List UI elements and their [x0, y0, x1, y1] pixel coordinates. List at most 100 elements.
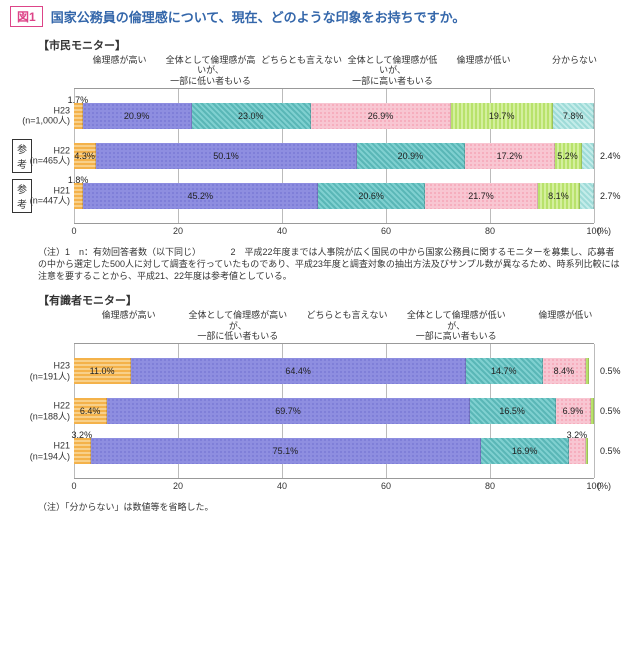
bar-row: H21(n=447人)参考1.8%45.2%20.6%21.7%8.1%2.7%	[74, 183, 594, 209]
bar-segment: 6.9%	[556, 398, 592, 424]
segment-label: 3.2%	[567, 430, 588, 440]
row-label: H22(n=188人)	[10, 401, 74, 422]
bar-segment: 14.7%	[466, 358, 542, 384]
external-label: 0.5%	[600, 446, 621, 456]
figure-label: 図1	[10, 6, 43, 27]
panel-notes: （注）1 n：有効回答者数（以下同じ） 2 平成22年度までは人事院が広く国民の…	[38, 246, 620, 282]
x-tick-label: 60	[381, 226, 391, 236]
external-label: 2.7%	[600, 191, 621, 201]
bar-segment: 50.1%	[96, 143, 356, 169]
segment-label: 6.9%	[563, 406, 584, 416]
segment-label: 17.2%	[497, 151, 523, 161]
bar-segment: 16.9%	[481, 438, 569, 464]
segment-label: 64.4%	[285, 366, 311, 376]
bar-segment: 23.0%	[192, 103, 312, 129]
row-label: H21(n=194人)	[10, 441, 74, 462]
bar-segment: 4.3%	[74, 143, 96, 169]
legend: 倫理感が高い全体として倫理感が高いが、 一部に低い者もいるどちらとも言えない全体…	[74, 310, 620, 341]
bar-segment: 16.5%	[470, 398, 556, 424]
bar-row: H23(n=1,000人)1.7%20.9%23.0%26.9%19.7%7.8…	[74, 103, 594, 129]
segment-label: 7.8%	[563, 111, 584, 121]
external-label: 0.5%	[600, 366, 621, 376]
segment-label: 20.9%	[398, 151, 424, 161]
bar-segment: 20.9%	[357, 143, 466, 169]
x-tick-label: 40	[277, 226, 287, 236]
legend-item: 倫理感が低い	[438, 55, 529, 86]
bar-segment: 3.2%	[569, 438, 586, 464]
segment-label: 19.7%	[489, 111, 515, 121]
panel-notes: （注）「分からない」は数値等を省略した。	[38, 501, 620, 513]
segment-label: 8.4%	[554, 366, 575, 376]
bar-segment: 5.2%	[555, 143, 582, 169]
bar-segment	[586, 438, 589, 464]
segment-label: 5.2%	[557, 151, 578, 161]
plot-area: H23(n=191人)11.0%64.4%14.7%8.4%0.5%H22(n=…	[74, 343, 594, 479]
segment-label: 21.7%	[468, 191, 494, 201]
bar-segment: 1.8%	[74, 183, 83, 209]
bar-segment	[586, 358, 589, 384]
bar-row: H21(n=194人)3.2%75.1%16.9%3.2%0.5%	[74, 438, 594, 464]
panel-title: 【有識者モニター】	[38, 292, 620, 308]
segment-label: 50.1%	[213, 151, 239, 161]
bar-segment: 69.7%	[107, 398, 469, 424]
bar-segment: 64.4%	[131, 358, 466, 384]
segment-label: 69.7%	[275, 406, 301, 416]
bar-segment: 20.6%	[318, 183, 425, 209]
gridline	[594, 89, 595, 223]
segment-label: 20.6%	[358, 191, 384, 201]
bar-row: H22(n=465人)参考4.3%50.1%20.9%17.2%5.2%2.4%	[74, 143, 594, 169]
row-label: H23(n=1,000人)	[10, 106, 74, 127]
segment-label: 16.9%	[512, 446, 538, 456]
x-tick-label: 20	[173, 481, 183, 491]
x-tick-label: 80	[485, 481, 495, 491]
bar-segment: 8.1%	[538, 183, 580, 209]
segment-label: 20.9%	[124, 111, 150, 121]
bar-row: H23(n=191人)11.0%64.4%14.7%8.4%0.5%	[74, 358, 594, 384]
x-tick-label: 60	[381, 481, 391, 491]
bar-segment: 19.7%	[451, 103, 553, 129]
legend-item: どちらとも言えない	[292, 310, 401, 341]
reference-badge: 参考	[12, 179, 32, 213]
plot-area: H23(n=1,000人)1.7%20.9%23.0%26.9%19.7%7.8…	[74, 88, 594, 224]
x-unit: (%)	[597, 226, 611, 236]
figure-header: 図1 国家公務員の倫理感について、現在、どのような印象をお持ちですか。	[10, 6, 620, 27]
segment-label: 11.0%	[90, 366, 115, 376]
segment-label: 23.0%	[238, 111, 264, 121]
x-tick-label: 0	[71, 481, 76, 491]
chart: H23(n=1,000人)1.7%20.9%23.0%26.9%19.7%7.8…	[74, 88, 594, 240]
bar-segment: 75.1%	[91, 438, 482, 464]
chart: H23(n=191人)11.0%64.4%14.7%8.4%0.5%H22(n=…	[74, 343, 594, 495]
x-tick-label: 0	[71, 226, 76, 236]
bar-segment: 6.4%	[74, 398, 107, 424]
row-label: H23(n=191人)	[10, 361, 74, 382]
x-tick-label: 20	[173, 226, 183, 236]
bar-segment: 26.9%	[311, 103, 451, 129]
legend-item: 分からない	[529, 55, 620, 86]
legend: 倫理感が高い全体として倫理感が高いが、 一部に低い者もいるどちらとも言えない全体…	[74, 55, 620, 86]
bar-segment: 45.2%	[83, 183, 318, 209]
external-label: 2.4%	[600, 151, 621, 161]
legend-item: 全体として倫理感が低いが、 一部に高い者もいる	[402, 310, 511, 341]
segment-label: 4.3%	[74, 151, 95, 161]
segment-label: 26.9%	[368, 111, 394, 121]
segment-label: 16.5%	[499, 406, 525, 416]
legend-item: 全体として倫理感が高いが、 一部に低い者もいる	[183, 310, 292, 341]
x-tick-label: 40	[277, 481, 287, 491]
bar-segment: 7.8%	[553, 103, 594, 129]
segment-label: 75.1%	[273, 446, 299, 456]
x-axis: 020406080100(%)	[74, 226, 594, 240]
gridline	[594, 344, 595, 478]
legend-item: どちらとも言えない	[256, 55, 347, 86]
bar-segment: 21.7%	[425, 183, 538, 209]
legend-item: 全体として倫理感が高いが、 一部に低い者もいる	[165, 55, 256, 86]
figure-title: 国家公務員の倫理感について、現在、どのような印象をお持ちですか。	[51, 7, 466, 26]
segment-label: 14.7%	[491, 366, 517, 376]
bar-segment	[582, 143, 594, 169]
reference-badge: 参考	[12, 139, 32, 173]
x-unit: (%)	[597, 481, 611, 491]
segment-label: 6.4%	[80, 406, 101, 416]
bar-segment	[591, 398, 594, 424]
segment-label: 45.2%	[188, 191, 214, 201]
legend-item: 倫理感が高い	[74, 55, 165, 86]
bar-segment: 1.7%	[74, 103, 83, 129]
